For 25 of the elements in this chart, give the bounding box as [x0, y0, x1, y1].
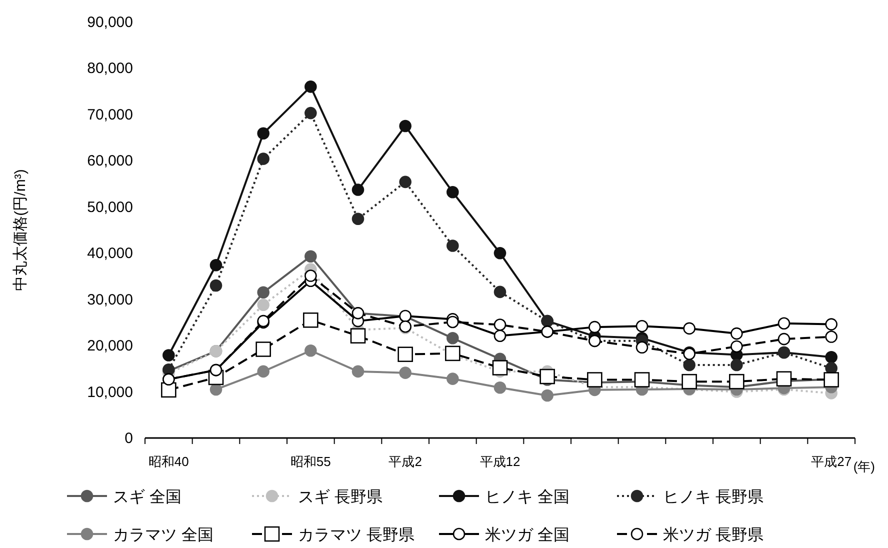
legend-label: 米ツガ 長野県: [663, 526, 764, 544]
legend-label: ヒノキ 全国: [485, 489, 570, 506]
x-tick-label: 平成2: [388, 454, 422, 469]
y-tick-label: 40,000: [87, 245, 133, 262]
y-axis-title: 中丸太価格(円/m³): [12, 169, 29, 291]
x-axis-title: (年): [853, 459, 875, 474]
legend-label: カラマツ 全国: [113, 527, 214, 544]
legend-label: カラマツ 長野県: [298, 527, 414, 544]
x-tick-label: 平成12: [480, 454, 520, 469]
legend-label: 米ツガ 全国: [485, 526, 570, 544]
y-tick-label: 30,000: [87, 291, 133, 308]
legend-label: ヒノキ 長野県: [663, 489, 764, 506]
legend-label: スギ 全国: [113, 488, 182, 506]
y-tick-label: 80,000: [87, 60, 133, 78]
x-tick-label: 昭和55: [290, 454, 331, 469]
legend-label: スギ 長野県: [298, 488, 382, 506]
y-tick-label: 70,000: [87, 106, 133, 124]
y-tick-label: 20,000: [87, 338, 133, 355]
y-tick-label: 50,000: [87, 198, 133, 216]
y-tick-label: 90,000: [87, 14, 133, 31]
y-tick-label: 0: [124, 430, 133, 447]
x-tick-label: 昭和40: [148, 454, 189, 469]
x-tick-label: 平成27: [811, 454, 852, 469]
y-tick-label: 60,000: [87, 152, 133, 170]
y-tick-label: 10,000: [87, 384, 133, 401]
